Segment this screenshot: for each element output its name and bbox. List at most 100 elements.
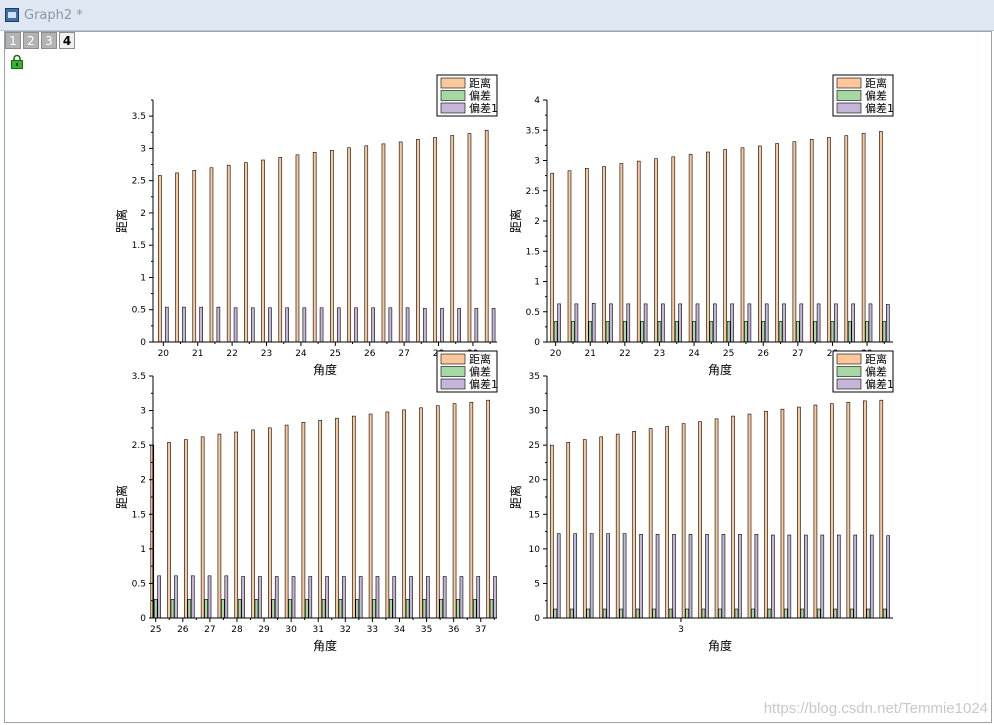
x-tick-label: 21	[585, 349, 596, 359]
bar-deviation1	[371, 307, 375, 343]
chart-3: 0 0.5 1 1.5 2 2.5 3 3.5 25 26 27 28 29 30 31 32 33 34 35 36…	[114, 350, 498, 653]
x-tick-label: 26	[364, 349, 376, 359]
bar-distance	[486, 399, 490, 619]
bar-distance	[175, 172, 179, 343]
bar-distance	[827, 137, 831, 343]
bar-deviation1	[626, 303, 631, 343]
bar-deviation	[865, 321, 869, 343]
y-tick-label: 25	[529, 441, 540, 451]
bar-distance	[347, 147, 351, 343]
legend-swatch	[440, 77, 466, 89]
x-tick-label: 24	[688, 349, 700, 359]
x-tick-label: 37	[475, 625, 486, 635]
y-tick-label: 0	[534, 614, 540, 624]
y-tick-label: 2.5	[132, 441, 146, 451]
bar-deviation1	[459, 576, 464, 619]
y-axis-title: 距离	[114, 485, 129, 509]
bar-deviation1	[493, 576, 497, 619]
bar-deviation1	[836, 534, 841, 619]
bar-deviation1	[457, 308, 461, 343]
bar-distance	[192, 170, 197, 343]
y-tick-label: 2.5	[526, 187, 540, 197]
layer-tab-2[interactable]: 2	[23, 32, 39, 49]
legend-label: 偏差1	[469, 377, 498, 391]
bar-distance	[295, 154, 300, 343]
x-tick-label: 25	[330, 349, 341, 359]
bar-distance	[731, 415, 735, 619]
bar-deviation1	[199, 306, 203, 343]
bar-distance	[200, 436, 205, 619]
bar-deviation1	[440, 308, 444, 343]
bar-distance	[648, 428, 653, 619]
bar-distance	[335, 417, 339, 619]
y-tick-label: 20	[529, 476, 541, 486]
bar-deviation	[321, 599, 326, 619]
bar-deviation1	[422, 308, 427, 343]
x-tick-label: 30	[285, 625, 297, 635]
bar-deviation1	[342, 576, 346, 619]
bar-deviation1	[358, 576, 363, 619]
bar-deviation	[553, 321, 558, 343]
bar-distance	[665, 426, 669, 619]
bar-deviation	[709, 321, 714, 343]
bar-distance	[209, 167, 214, 343]
bar-deviation1	[258, 576, 262, 619]
x-tick-label: 36	[448, 625, 460, 635]
bar-distance	[764, 410, 768, 619]
bar-distance	[792, 141, 797, 343]
bar-deviation	[204, 599, 208, 619]
bar-distance	[469, 401, 474, 619]
lock-icon[interactable]	[10, 54, 24, 69]
bar-distance	[809, 139, 814, 343]
x-tick-label: 26	[177, 625, 189, 635]
x-tick-label: 21	[192, 349, 203, 359]
bar-deviation	[619, 608, 623, 619]
bar-deviation1	[782, 303, 786, 343]
bar-distance	[158, 175, 162, 343]
bar-deviation1	[556, 533, 561, 619]
legend-label: 距离	[865, 352, 887, 366]
bar-deviation	[817, 608, 821, 619]
bar-deviation1	[804, 534, 808, 619]
layer-tab-4[interactable]: 4	[59, 32, 75, 49]
bar-distance	[846, 401, 851, 619]
bar-deviation1	[319, 307, 324, 343]
x-tick-label: 23	[654, 349, 665, 359]
bar-deviation1	[721, 534, 726, 619]
legend-label: 偏差1	[865, 377, 894, 391]
bar-deviation1	[164, 306, 169, 343]
legend-swatch	[440, 366, 466, 377]
y-tick-label: 0	[140, 338, 146, 348]
x-tick-label: 27	[204, 625, 215, 635]
y-tick-label: 35	[529, 372, 540, 382]
bar-distance	[330, 150, 334, 343]
bar-deviation1	[476, 576, 481, 619]
bar-deviation1	[285, 307, 289, 343]
x-tick-label: 32	[340, 625, 351, 635]
bar-distance	[433, 137, 437, 343]
legend-swatch	[440, 378, 466, 390]
bar-deviation	[288, 599, 292, 619]
layer-tab-3[interactable]: 3	[41, 32, 57, 49]
x-axis-title: 角度	[708, 362, 732, 377]
bar-deviation	[372, 599, 376, 619]
bar-distance	[268, 427, 272, 619]
bar-distance	[301, 422, 306, 619]
bar-deviation	[674, 321, 679, 343]
y-tick-label: 15	[529, 510, 540, 520]
y-tick-label: 1.5	[526, 247, 540, 257]
bar-deviation1	[574, 303, 579, 343]
bar-deviation	[271, 599, 276, 619]
layer-tab-1[interactable]: 1	[5, 32, 21, 49]
bar-deviation1	[216, 306, 221, 343]
bar-deviation	[586, 608, 590, 619]
y-tick-label: 1	[140, 273, 146, 283]
bar-distance	[318, 419, 323, 619]
bar-deviation1	[308, 576, 313, 619]
bar-distance	[740, 147, 745, 343]
chart-1: 00.511.522.533.520212223242526272829角度距离…	[114, 74, 498, 377]
bar-deviation1	[851, 303, 856, 343]
bar-distance	[879, 399, 884, 619]
x-tick-label: 28	[231, 625, 243, 635]
bar-deviation1	[336, 307, 341, 343]
